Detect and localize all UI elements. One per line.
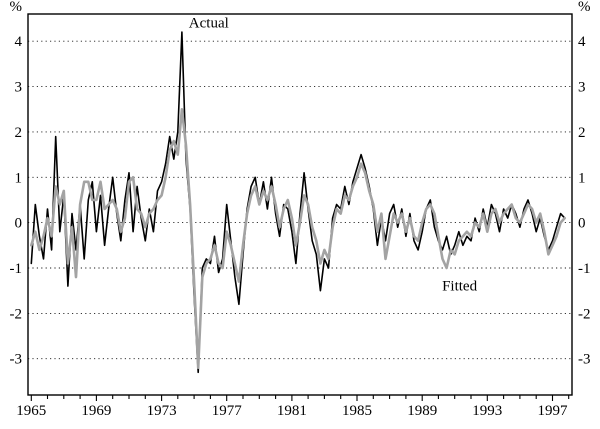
x-axis-label-1973: 1973 xyxy=(147,403,177,419)
y-axis-label-right-4: 4 xyxy=(578,34,586,50)
plot-border xyxy=(27,13,573,396)
y-axis-label-left-3: 3 xyxy=(15,80,23,96)
annotation-actual: Actual xyxy=(189,16,229,32)
y-axis-label-left-2: 2 xyxy=(15,125,23,141)
x-axis-label-1977: 1977 xyxy=(212,403,243,419)
y-axis-label-right-0: 0 xyxy=(578,216,586,232)
x-axis-label-1989: 1989 xyxy=(407,403,437,419)
y-axis-label-left-4: 4 xyxy=(15,34,23,50)
y-axis-label-right--1: -1 xyxy=(578,261,591,277)
x-axis-label-1997: 1997 xyxy=(538,403,569,419)
y-axis-label-left-1: 1 xyxy=(15,170,23,186)
y-axis-label-right-1: 1 xyxy=(578,170,586,186)
x-axis-label-1993: 1993 xyxy=(472,403,502,419)
y-axis-label-right-2: 2 xyxy=(578,125,586,141)
y-axis-label-left--1: -1 xyxy=(10,261,23,277)
series-fitted-line xyxy=(29,108,567,370)
y-unit-label-left: % xyxy=(10,0,23,15)
y-axis-label-left--2: -2 xyxy=(10,306,23,322)
y-axis-label-left--3: -3 xyxy=(10,352,23,368)
annotation-fitted: Fitted xyxy=(442,279,478,295)
x-axis-label-1981: 1981 xyxy=(277,403,307,419)
x-axis-label-1985: 1985 xyxy=(342,403,372,419)
y-unit-label-right: % xyxy=(578,0,591,15)
y-axis-label-right--3: -3 xyxy=(578,352,591,368)
y-axis-label-right--2: -2 xyxy=(578,306,591,322)
x-axis-label-1969: 1969 xyxy=(81,403,111,419)
y-axis-label-right-3: 3 xyxy=(578,80,586,96)
y-axis-label-left-0: 0 xyxy=(15,216,23,232)
x-axis-label-1965: 1965 xyxy=(16,403,46,419)
